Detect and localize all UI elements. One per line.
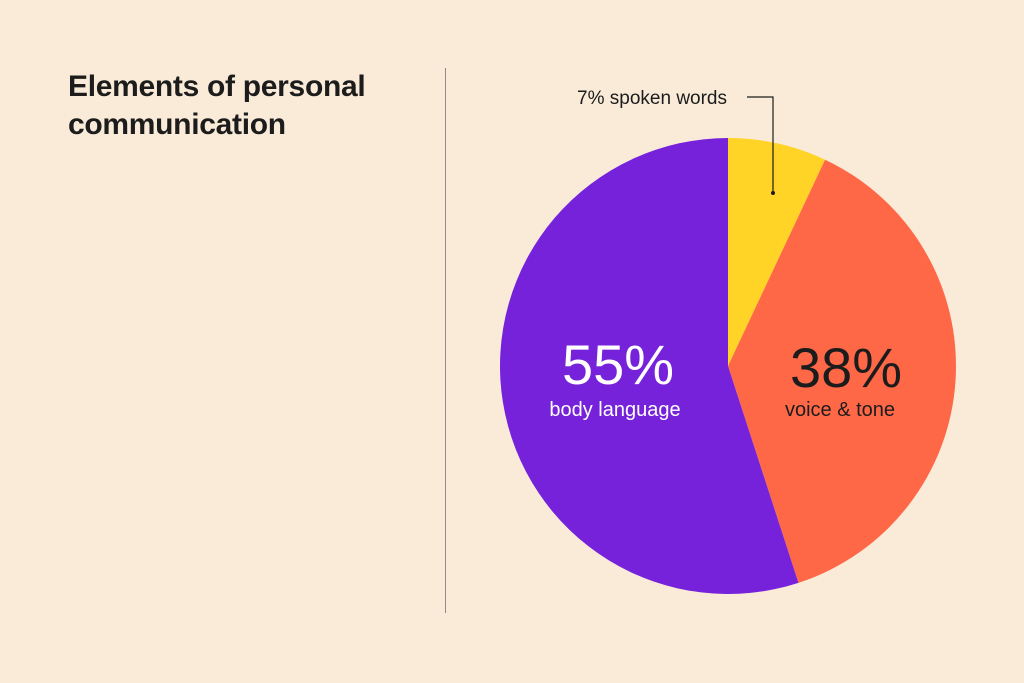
pie-slice-body-language [500,138,799,594]
vertical-divider [445,68,446,613]
pie-slice-spoken-words [728,138,826,366]
callout-dot [771,191,775,195]
slice-name-label-voice-tone: voice & tone [785,399,895,421]
slice-name-label-body-language: body language [549,399,680,421]
slice-value-label-voice-tone: 38% [790,336,902,399]
pie-slice-voice-tone [728,159,957,583]
slice-value-label-body-language: 55% [562,333,674,396]
callout-label: 7% spoken words [577,88,727,109]
chart-title-line-2: communication [68,108,286,141]
callout-leader-line [747,96,774,193]
chart-title-line-1: Elements of personal [68,70,366,103]
pie-slices [500,138,957,594]
chart-title: Elements of personal communication [68,68,428,144]
